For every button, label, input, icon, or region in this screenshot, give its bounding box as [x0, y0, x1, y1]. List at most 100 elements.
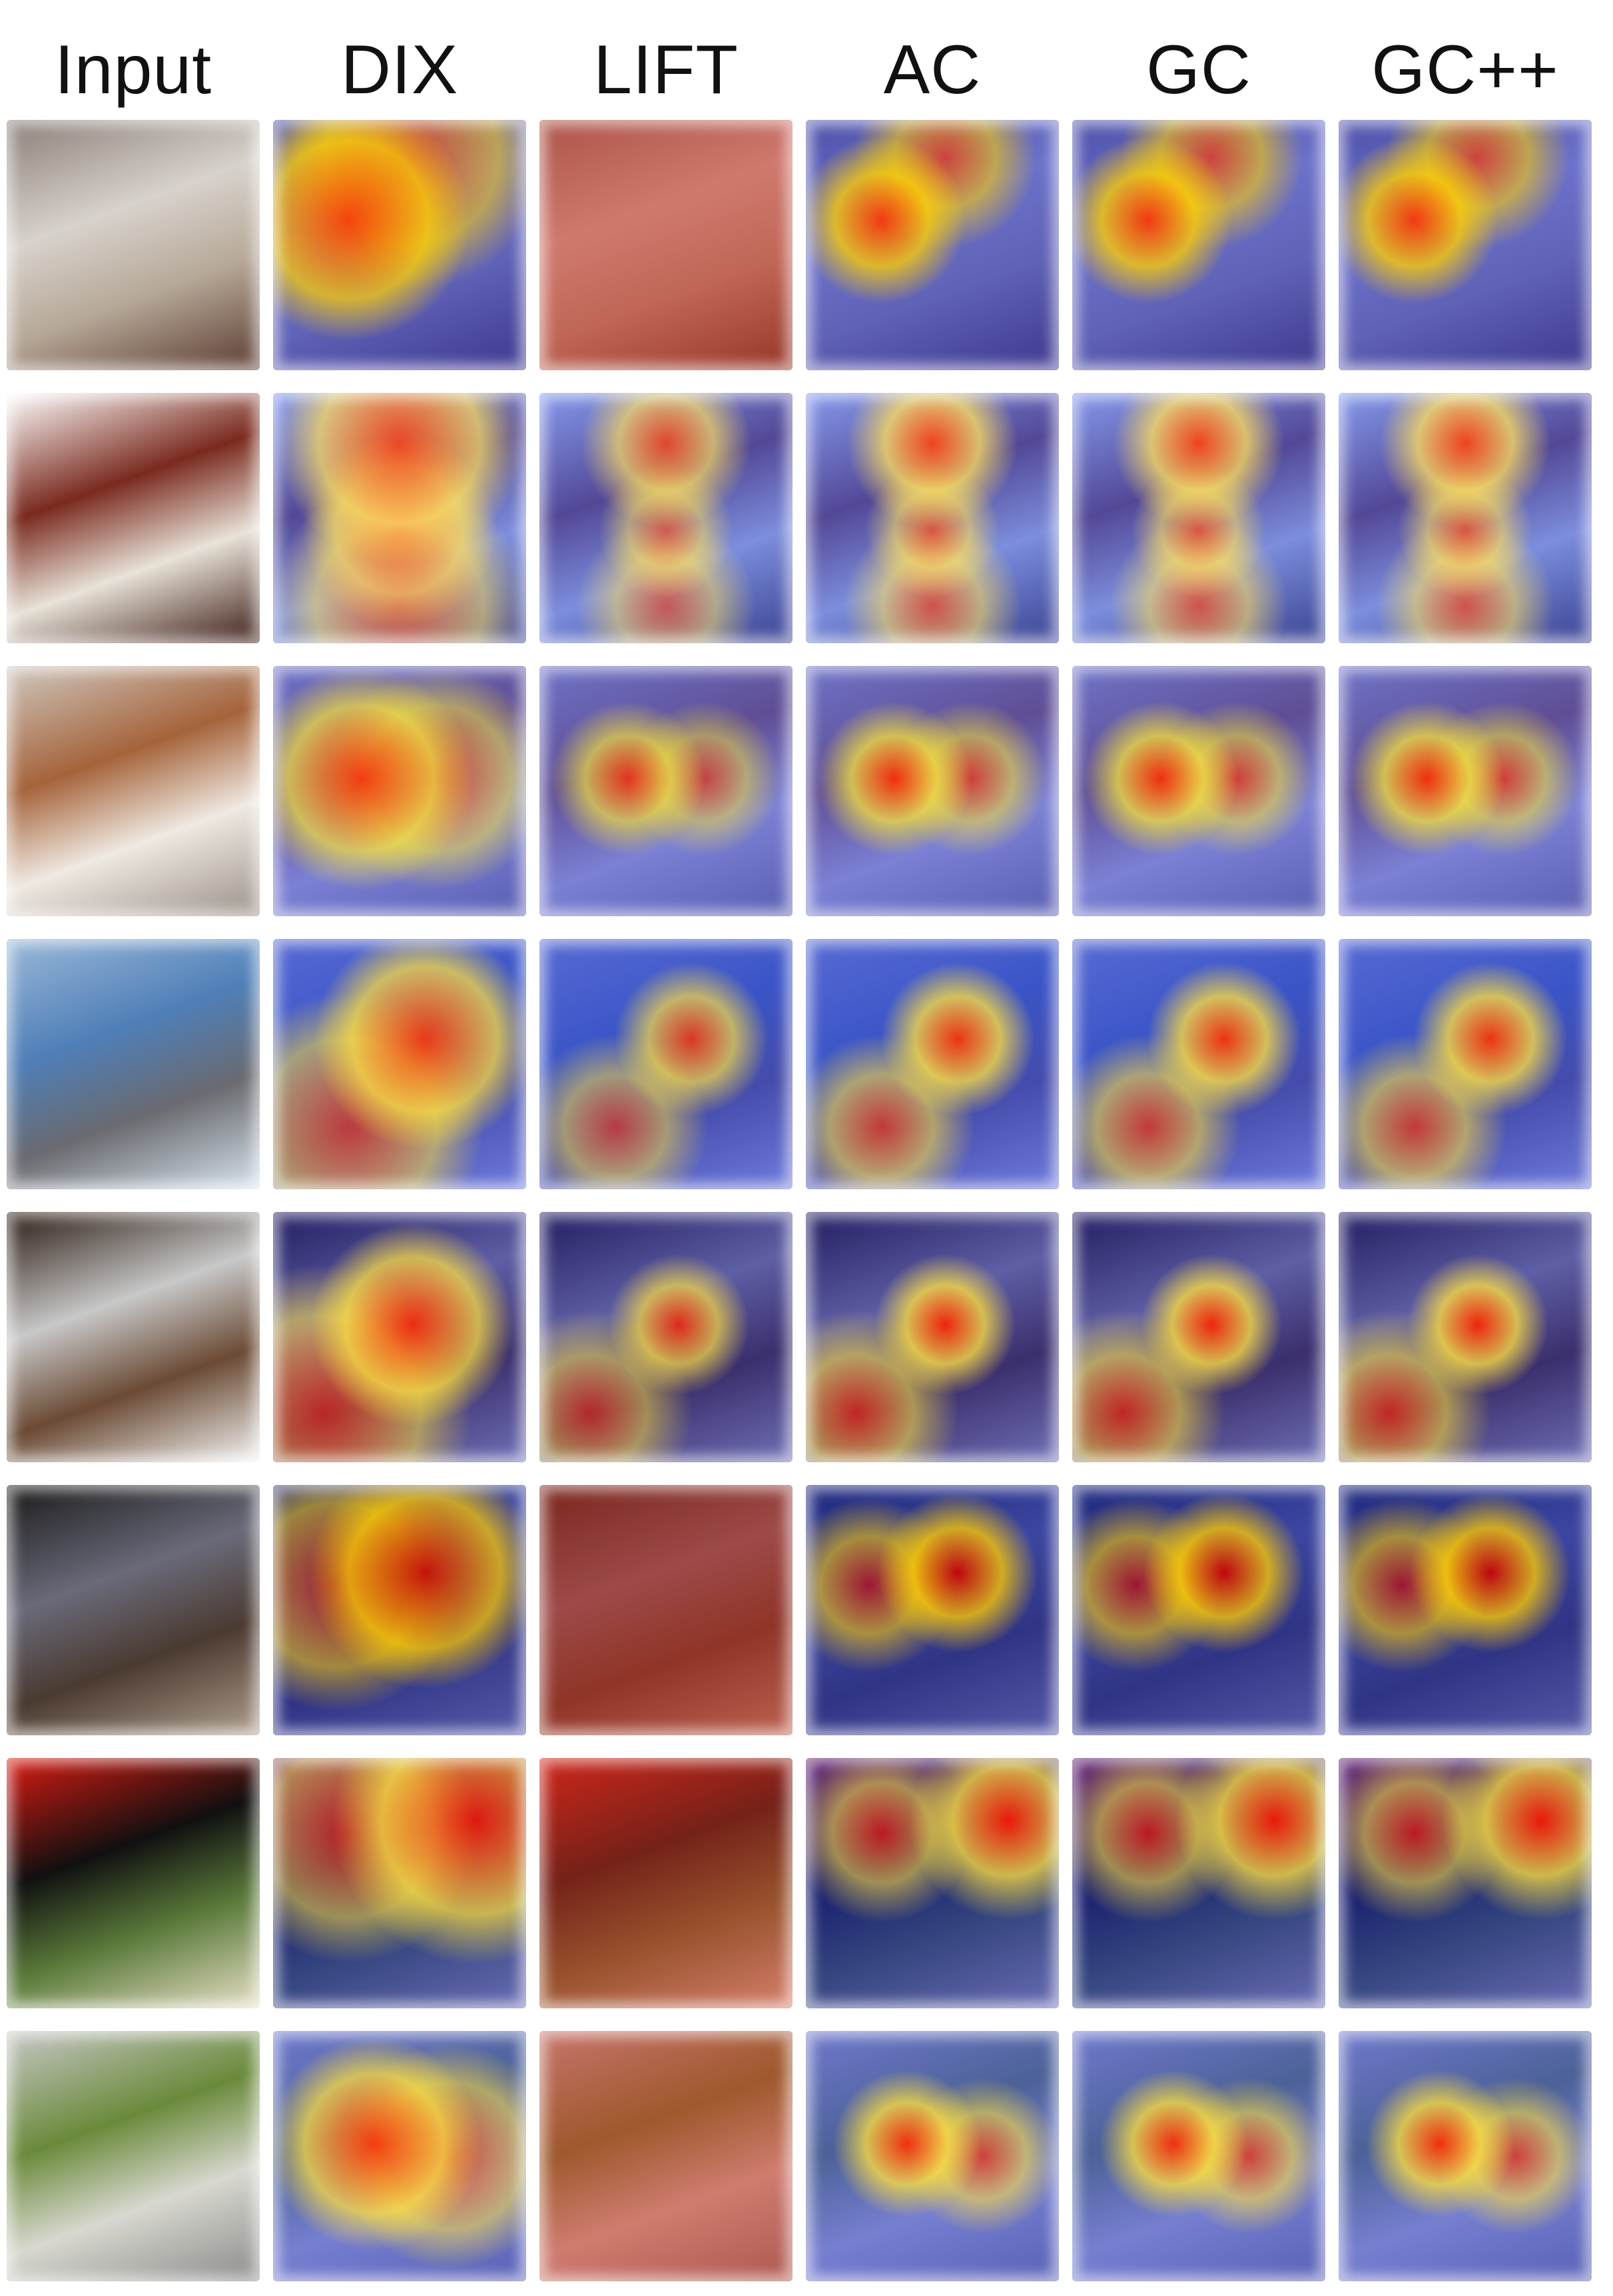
heatmap-overlay — [539, 393, 793, 643]
heatmap-overlay — [1339, 120, 1592, 370]
gcpp-saliency-map-row-3 — [1339, 666, 1592, 916]
dix-saliency-map-row-4 — [273, 939, 526, 1189]
lift-saliency-map-row-8 — [539, 2031, 793, 2281]
ac-saliency-map-row-2 — [806, 393, 1059, 643]
dix-saliency-map-row-2 — [273, 393, 526, 643]
heatmap-overlay — [806, 120, 1059, 370]
heatmap-overlay — [806, 1485, 1059, 1735]
heatmap-overlay — [1072, 666, 1325, 916]
gc-saliency-map-row-8 — [1072, 2031, 1325, 2281]
gcpp-saliency-map-row-7 — [1339, 1758, 1592, 2008]
gcpp-saliency-map-row-2 — [1339, 393, 1592, 643]
lift-saliency-map-row-7 — [539, 1758, 793, 2008]
gc-saliency-map-row-4 — [1072, 939, 1325, 1189]
input-image-row-6 — [7, 1485, 260, 1735]
ac-saliency-map-row-5 — [806, 1212, 1059, 1462]
heatmap-overlay — [1072, 393, 1325, 643]
gc-saliency-map-row-1 — [1072, 120, 1325, 370]
gcpp-saliency-map-row-8 — [1339, 2031, 1592, 2281]
heatmap-overlay — [539, 1485, 793, 1735]
heatmap-overlay — [539, 2031, 793, 2281]
heatmap-overlay — [273, 939, 526, 1189]
heatmap-overlay — [806, 666, 1059, 916]
lift-saliency-map-row-1 — [539, 120, 793, 370]
ac-saliency-map-row-4 — [806, 939, 1059, 1189]
heatmap-overlay — [539, 666, 793, 916]
photo-content — [7, 120, 260, 370]
column-title-ac: AC — [883, 31, 982, 109]
column-title-gcpp: GC++ — [1371, 31, 1559, 109]
photo-content — [7, 666, 260, 916]
lift-saliency-map-row-5 — [539, 1212, 793, 1462]
gc-saliency-map-row-5 — [1072, 1212, 1325, 1462]
gc-saliency-map-row-2 — [1072, 393, 1325, 643]
photo-content — [7, 1212, 260, 1462]
heatmap-overlay — [273, 120, 526, 370]
photo-content — [7, 939, 260, 1189]
heatmap-overlay — [1072, 939, 1325, 1189]
heatmap-overlay — [1072, 120, 1325, 370]
input-image-row-7 — [7, 1758, 260, 2008]
heatmap-overlay — [806, 2031, 1059, 2281]
heatmap-overlay — [273, 1212, 526, 1462]
photo-content — [7, 2031, 260, 2281]
heatmap-overlay — [273, 2031, 526, 2281]
column-header-row: Input DIX LIFT AC GC GC++ — [0, 27, 1613, 113]
gc-saliency-map-row-6 — [1072, 1485, 1325, 1735]
heatmap-overlay — [1339, 1485, 1592, 1735]
heatmap-overlay — [273, 1485, 526, 1735]
ac-saliency-map-row-7 — [806, 1758, 1059, 2008]
column-title-input: Input — [54, 31, 212, 109]
heatmap-overlay — [539, 120, 793, 370]
heatmap-overlay — [539, 1212, 793, 1462]
lift-saliency-map-row-2 — [539, 393, 793, 643]
input-image-row-8 — [7, 2031, 260, 2281]
dix-saliency-map-row-8 — [273, 2031, 526, 2281]
lift-saliency-map-row-6 — [539, 1485, 793, 1735]
input-image-row-3 — [7, 666, 260, 916]
heatmap-overlay — [1072, 1212, 1325, 1462]
heatmap-overlay — [806, 1212, 1059, 1462]
dix-saliency-map-row-7 — [273, 1758, 526, 2008]
heatmap-overlay — [539, 939, 793, 1189]
lift-saliency-map-row-3 — [539, 666, 793, 916]
heatmap-overlay — [1339, 1758, 1592, 2008]
ac-saliency-map-row-1 — [806, 120, 1059, 370]
dix-saliency-map-row-5 — [273, 1212, 526, 1462]
input-image-row-1 — [7, 120, 260, 370]
heatmap-overlay — [1339, 2031, 1592, 2281]
heatmap-overlay — [273, 1758, 526, 2008]
input-image-row-4 — [7, 939, 260, 1189]
photo-content — [7, 1485, 260, 1735]
heatmap-overlay — [1339, 1212, 1592, 1462]
heatmap-overlay — [1072, 1758, 1325, 2008]
gc-saliency-map-row-7 — [1072, 1758, 1325, 2008]
heatmap-overlay — [273, 666, 526, 916]
gcpp-saliency-map-row-5 — [1339, 1212, 1592, 1462]
photo-content — [7, 1758, 260, 2008]
lift-saliency-map-row-4 — [539, 939, 793, 1189]
gcpp-saliency-map-row-1 — [1339, 120, 1592, 370]
column-title-lift: LIFT — [593, 31, 739, 109]
heatmap-overlay — [1339, 393, 1592, 643]
heatmap-overlay — [1339, 939, 1592, 1189]
heatmap-overlay — [806, 393, 1059, 643]
input-image-row-2 — [7, 393, 260, 643]
dix-saliency-map-row-6 — [273, 1485, 526, 1735]
photo-content — [7, 393, 260, 643]
gcpp-saliency-map-row-4 — [1339, 939, 1592, 1189]
ac-saliency-map-row-6 — [806, 1485, 1059, 1735]
heatmap-overlay — [539, 1758, 793, 2008]
dix-saliency-map-row-1 — [273, 120, 526, 370]
heatmap-overlay — [806, 1758, 1059, 2008]
heatmap-overlay — [806, 939, 1059, 1189]
ac-saliency-map-row-8 — [806, 2031, 1059, 2281]
column-title-gc: GC — [1146, 31, 1251, 109]
heatmap-overlay — [1072, 2031, 1325, 2281]
gc-saliency-map-row-3 — [1072, 666, 1325, 916]
heatmap-overlay — [1072, 1485, 1325, 1735]
gcpp-saliency-map-row-6 — [1339, 1485, 1592, 1735]
heatmap-overlay — [1339, 666, 1592, 916]
column-title-dix: DIX — [340, 31, 459, 109]
